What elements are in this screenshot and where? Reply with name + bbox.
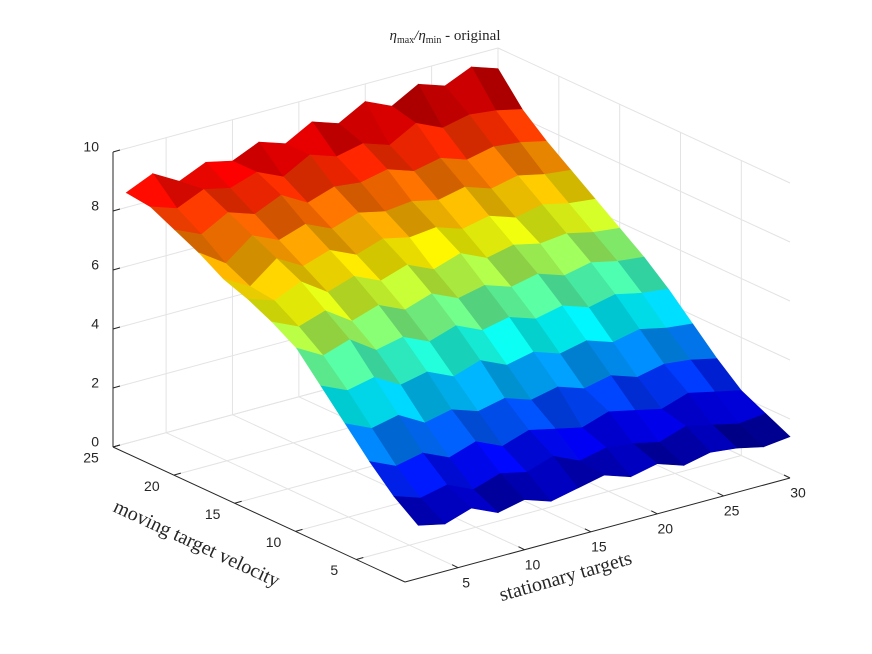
title-part: η	[390, 28, 397, 44]
grid-line	[497, 106, 791, 243]
tick-mark	[783, 474, 791, 479]
title-part: max	[397, 35, 414, 46]
grid-line	[112, 47, 499, 153]
tick-mark	[651, 510, 658, 515]
y-tick-label: 5	[330, 562, 338, 578]
tick-mark	[518, 546, 525, 551]
x-axis	[404, 477, 791, 583]
y-tick-label: 20	[144, 478, 160, 494]
x-tick-label: 10	[525, 556, 541, 572]
tick-mark	[356, 557, 364, 560]
tick-mark	[112, 444, 121, 448]
tick-mark	[112, 326, 121, 330]
y-tick-label: 10	[266, 534, 282, 550]
tick-mark	[234, 500, 242, 504]
tick-mark	[112, 385, 121, 389]
z-tick-label: 2	[91, 375, 99, 391]
tick-mark	[112, 149, 121, 153]
tick-mark	[584, 528, 592, 533]
y-tick-label: 15	[205, 506, 221, 522]
x-axis-label: stationary targets	[497, 547, 635, 606]
x-tick-label: 15	[591, 538, 607, 554]
tick-mark	[717, 492, 724, 497]
grid-line	[356, 455, 742, 560]
tick-mark	[451, 564, 459, 569]
chart-title: ηmax/ηmin - original	[390, 28, 501, 46]
z-tick-label: 4	[91, 316, 99, 332]
tick-mark	[112, 208, 121, 212]
z-tick-label: 0	[91, 434, 99, 450]
x-tick-label: 30	[790, 485, 806, 501]
x-tick-label: 25	[724, 503, 740, 519]
surface-patch	[393, 496, 446, 526]
z-tick-label: 10	[83, 139, 99, 155]
tick-mark	[173, 472, 181, 476]
tick-mark	[112, 267, 121, 271]
tick-mark	[295, 528, 303, 532]
grid-line	[497, 47, 791, 184]
z-tick-label: 8	[91, 198, 99, 214]
x-tick-label: 5	[462, 574, 470, 590]
title-part: - original	[441, 28, 500, 44]
z-tick-label: 6	[91, 257, 99, 273]
title-part: min	[426, 35, 442, 46]
y-axis-label: moving target velocity	[110, 496, 283, 592]
x-tick-label: 20	[657, 521, 673, 537]
title-part: /η	[413, 28, 426, 44]
y-tick-label: 25	[83, 450, 99, 466]
